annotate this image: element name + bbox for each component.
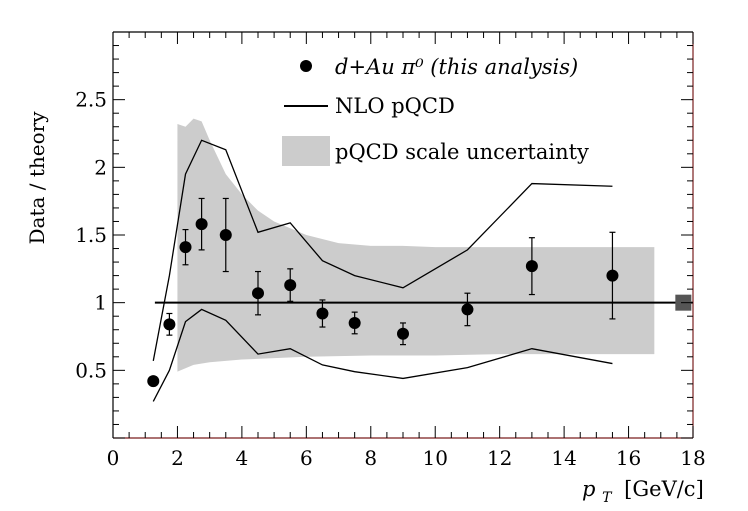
uncertainty-band (177, 118, 655, 372)
legend-line-label: NLO pQCD (335, 94, 455, 118)
data-point-12 (606, 269, 619, 282)
x-tick-label-7: 14 (551, 446, 576, 470)
y-tick-label-1: 1 (94, 291, 107, 315)
x-tick-label-3: 6 (300, 446, 313, 470)
legend-band-label: pQCD scale uncertainty (335, 140, 589, 164)
x-tick-label-2: 4 (236, 446, 249, 470)
x-axis-label-main: p (582, 477, 595, 501)
x-tick-label-1: 2 (171, 446, 184, 470)
data-point-3 (195, 218, 208, 231)
x-tick-label-8: 16 (616, 446, 641, 470)
data-point-2 (179, 241, 192, 254)
legend-data-label: d+Au π⁰ (this analysis) (335, 55, 578, 79)
legend-band-swatch (282, 136, 330, 166)
data-point-11 (525, 260, 538, 273)
x-tick-label-0: 0 (107, 446, 120, 470)
x-tick-label-9: 18 (680, 446, 705, 470)
data-point-1 (163, 318, 176, 331)
data-point-6 (284, 279, 297, 292)
data-point-9 (397, 327, 409, 340)
x-axis-label-unit: [GeV/c] (624, 477, 704, 501)
data-point-8 (348, 316, 361, 329)
y-axis-label: Data / theory (25, 111, 49, 245)
data-point-4 (219, 229, 232, 241)
nlo-lower-line (152, 308, 613, 402)
nlo-upper-line (152, 139, 613, 361)
legend-data-marker (300, 60, 312, 72)
y-tick-label-2: 1.5 (75, 223, 107, 247)
y-tick-label-4: 2.5 (75, 88, 107, 112)
y-tick-label-0: 0.5 (75, 358, 107, 382)
data-point-0 (147, 375, 160, 388)
x-axis-label-sub: T (602, 490, 613, 506)
x-tick-label-4: 8 (364, 446, 377, 470)
y-tick-label-3: 2 (94, 155, 107, 179)
x-tick-label-6: 12 (487, 446, 512, 470)
data-point-5 (252, 287, 264, 300)
data-point-10 (461, 303, 474, 316)
data-point-7 (316, 307, 329, 320)
x-tick-label-5: 10 (422, 446, 447, 470)
x-axis-label: p T [GeV/c] (582, 477, 704, 506)
